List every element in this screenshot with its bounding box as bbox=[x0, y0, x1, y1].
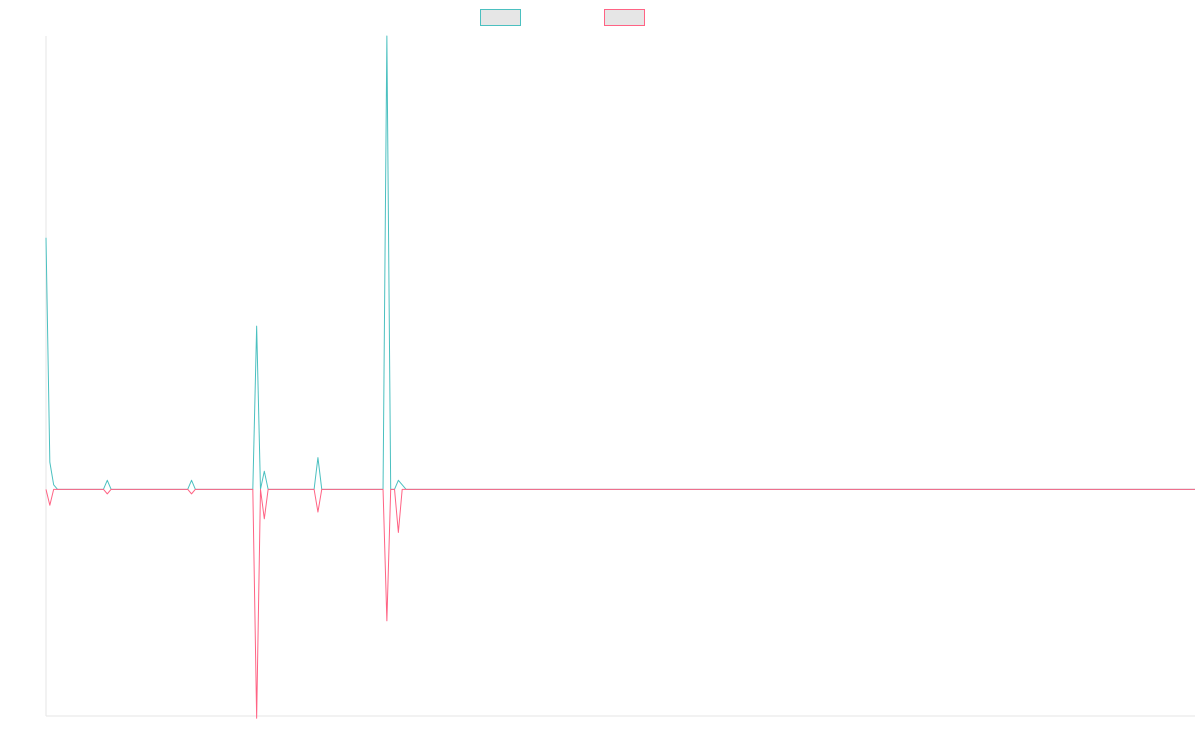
legend-swatch-1[interactable] bbox=[480, 9, 521, 26]
legend[interactable] bbox=[480, 9, 645, 26]
series-line-1 bbox=[45, 35, 1195, 490]
chart-axes bbox=[45, 36, 1195, 717]
legend-swatch-2[interactable] bbox=[604, 9, 645, 26]
series-line-2 bbox=[45, 488, 1195, 719]
legend-item-1[interactable] bbox=[480, 9, 521, 26]
legend-item-2[interactable] bbox=[604, 9, 645, 26]
series-layer bbox=[45, 35, 1195, 719]
